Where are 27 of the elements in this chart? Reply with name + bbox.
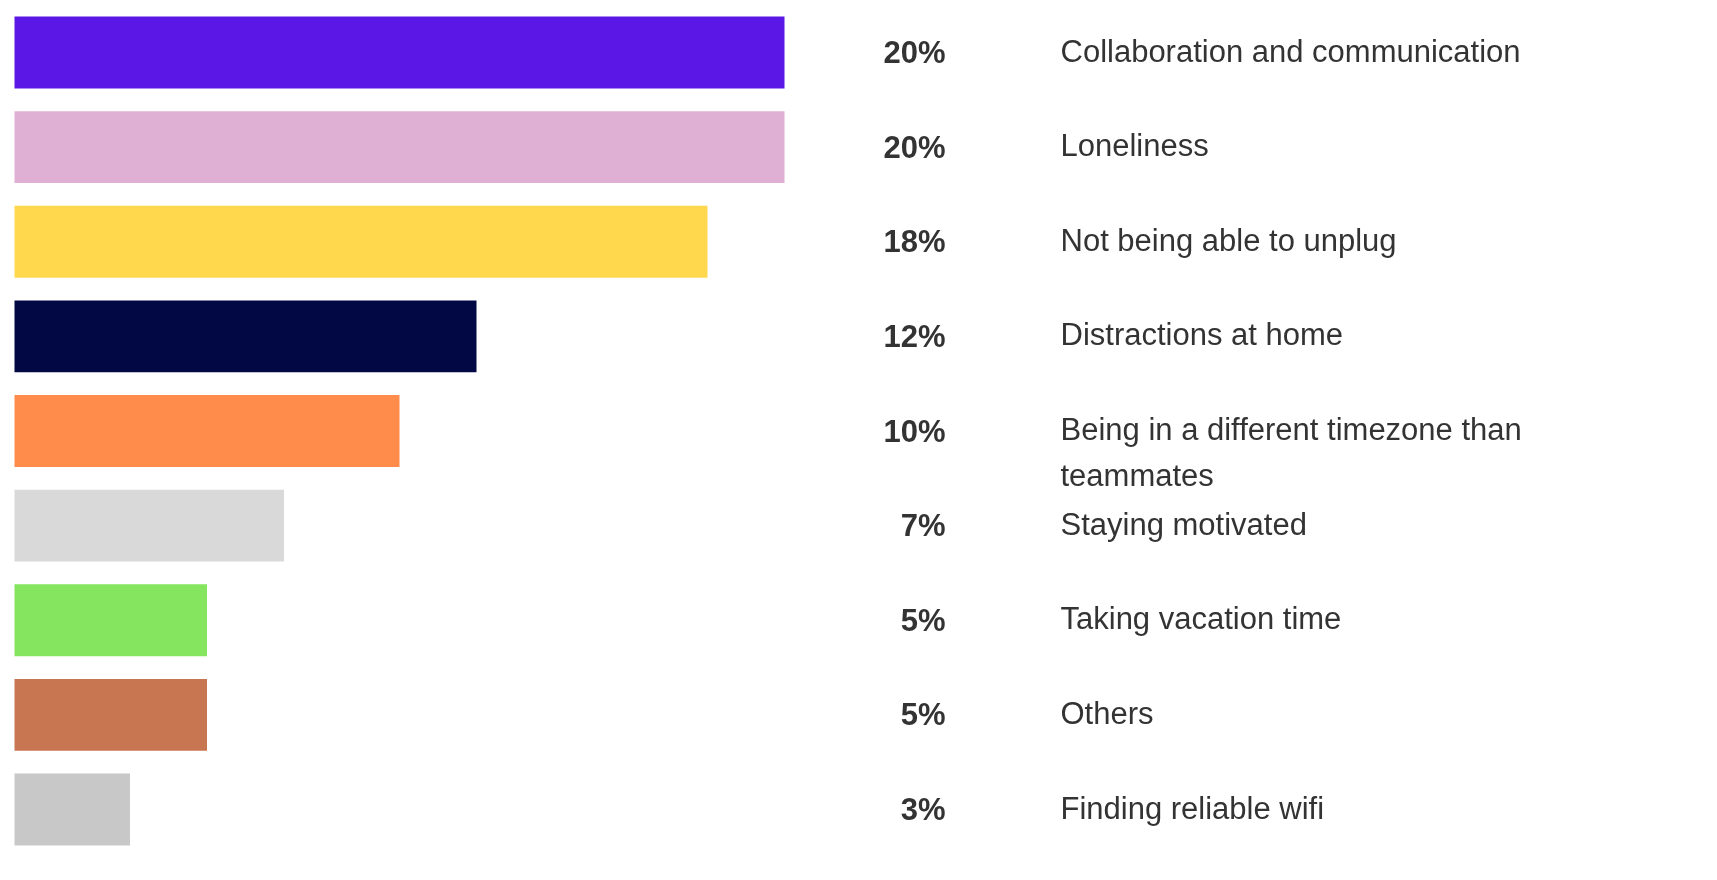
y-tick-label: Being in a different timezone than teammates	[1060, 412, 1522, 493]
y-tick-label: Finding reliable wifi	[1060, 790, 1325, 826]
data-label: 10%	[883, 413, 946, 449]
y-tick-label: Not being able to unplug	[1060, 222, 1397, 258]
y-tick-label: Staying motivated	[1060, 506, 1307, 542]
y-tick-label: Loneliness	[1060, 128, 1209, 164]
data-label: 5%	[900, 602, 946, 638]
bar	[14, 300, 477, 373]
y-tick-label: Taking vacation time	[1060, 601, 1342, 637]
bar	[14, 16, 785, 89]
data-label: 5%	[900, 697, 946, 733]
y-tick-label: Collaboration and communication	[1060, 33, 1521, 69]
data-label: 20%	[883, 129, 946, 165]
bar	[14, 205, 708, 278]
bar	[14, 395, 400, 467]
data-label: 12%	[883, 318, 946, 354]
bar	[14, 773, 130, 846]
data-label: 7%	[900, 508, 946, 544]
data-label: 18%	[883, 224, 946, 260]
y-tick-label: Distractions at home	[1060, 317, 1344, 353]
bar	[14, 489, 284, 562]
y-tick-label: Others	[1060, 695, 1154, 731]
data-label: 20%	[883, 35, 946, 71]
bar	[14, 111, 785, 184]
bar	[14, 584, 207, 657]
data-label: 3%	[900, 792, 946, 828]
bar	[14, 678, 207, 751]
